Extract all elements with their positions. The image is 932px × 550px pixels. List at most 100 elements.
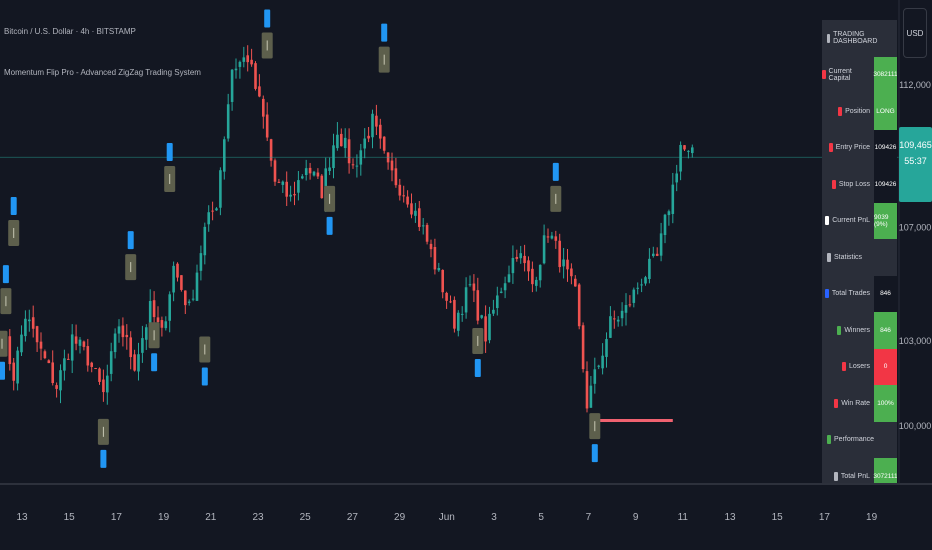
dashboard-label-text: Position: [845, 107, 870, 115]
y-tick-label: 103,000: [899, 336, 932, 346]
candle-body: [250, 59, 253, 65]
signal-tag: [0, 361, 5, 380]
row-icon: [828, 143, 833, 153]
dashboard-label: Win Rate: [822, 385, 874, 422]
x-tick-label: 13: [724, 512, 736, 523]
candle-body: [351, 164, 355, 166]
candle-body: [476, 290, 480, 321]
row-icon: [831, 179, 836, 189]
candle-body: [355, 165, 359, 167]
candle-body: [31, 317, 35, 329]
signal-annotations: [0, 9, 601, 468]
candle-body: [484, 316, 487, 342]
candle-body: [168, 294, 171, 321]
candle-body: [410, 203, 413, 215]
signal-tag: [151, 353, 158, 372]
candle-body: [343, 137, 347, 149]
candle-body: [184, 290, 187, 306]
dashboard-row: Current Capital 3082111: [822, 56, 897, 93]
candle-body: [24, 318, 27, 337]
candle-body: [425, 224, 429, 242]
dashboard-row: Statistics: [822, 239, 897, 276]
candle-body: [152, 300, 156, 318]
dashboard-value: 0: [874, 348, 897, 385]
candle-body: [488, 313, 491, 341]
currency-button[interactable]: USD: [903, 8, 927, 58]
candle-body: [262, 98, 265, 117]
candle-body: [246, 55, 249, 63]
candle-body: [316, 172, 320, 177]
signal-marker: [0, 330, 8, 380]
candle-body: [433, 247, 437, 270]
dashboard-row: TRADING DASHBOARD: [822, 20, 897, 57]
signal-tag: [264, 9, 271, 28]
candle-body: [328, 167, 331, 171]
candle-body: [581, 325, 585, 370]
signal-tag: [326, 216, 333, 235]
signal-marker: [550, 162, 562, 212]
candle-body: [63, 358, 66, 371]
dashboard-label: Total PnL: [822, 458, 874, 483]
dashboard-label-text: Total PnL: [840, 472, 870, 480]
x-tick-label: 19: [158, 512, 170, 523]
candle-body: [363, 138, 366, 149]
indicator-title: Momentum Flip Pro - Advanced ZigZag Trad…: [4, 68, 201, 77]
candle-body: [636, 287, 639, 289]
candle-body: [616, 319, 620, 322]
signal-marker: [589, 413, 601, 463]
candle-body: [624, 305, 628, 313]
signal-box: [0, 330, 8, 357]
candle-body: [691, 147, 694, 154]
candle-body: [59, 370, 62, 391]
x-tick-label: 17: [819, 512, 831, 523]
candle-body: [499, 291, 503, 293]
signal-tag: [2, 265, 9, 284]
row-icon: [827, 33, 831, 43]
candle-body: [429, 243, 433, 250]
candle-body: [223, 139, 226, 172]
candle-body: [663, 214, 667, 236]
signal-tag: [474, 358, 481, 377]
candle-body: [164, 321, 168, 329]
trading-dashboard: TRADING DASHBOARD Current Capital 3082111 P…: [822, 20, 897, 483]
dashboard-row: Losers 0: [822, 348, 897, 385]
candle-body: [507, 274, 511, 283]
candle-body: [679, 144, 682, 172]
dashboard-label-text: Statistics: [834, 253, 863, 261]
candle-body: [187, 301, 191, 303]
dashboard-row: Winners 846: [822, 312, 897, 349]
candle-body: [281, 181, 285, 185]
x-tick-label: 17: [111, 512, 123, 523]
candle-body: [78, 339, 82, 346]
candle-body: [304, 168, 308, 175]
dashboard-label-text: Current PnL: [832, 217, 870, 225]
candle-body: [394, 168, 398, 186]
row-icon: [837, 325, 842, 335]
candle-body: [160, 320, 164, 328]
candle-body: [94, 368, 97, 370]
candle-body: [605, 339, 608, 357]
candle-body: [320, 175, 324, 199]
row-icon: [838, 106, 843, 116]
candle-body: [156, 317, 160, 323]
candle-body: [655, 253, 659, 256]
x-tick-label: 19: [866, 512, 878, 523]
candle-body: [238, 61, 242, 67]
candle-body: [340, 133, 343, 147]
candle-body: [574, 278, 577, 287]
dashboard-value: 3082111: [873, 56, 897, 93]
candle-body: [421, 225, 425, 227]
dashboard-value: 9039 (9%): [874, 202, 897, 239]
candle-body: [20, 334, 23, 353]
candle-body: [460, 313, 464, 315]
signal-tag: [166, 142, 173, 161]
dashboard-label: Winners: [822, 312, 874, 349]
candle-body: [312, 171, 316, 176]
candle-body: [601, 355, 604, 369]
candle-body: [195, 272, 199, 301]
candle-body: [113, 333, 117, 353]
signal-tag: [10, 196, 17, 215]
candle-body: [585, 371, 589, 409]
candle-body: [145, 327, 148, 340]
